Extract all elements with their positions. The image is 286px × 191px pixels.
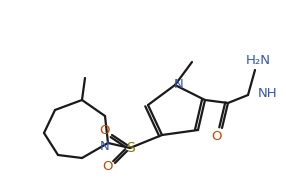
Text: O: O (102, 160, 112, 173)
Text: O: O (211, 129, 221, 142)
Text: NH: NH (258, 87, 278, 100)
Text: H₂N: H₂N (245, 53, 271, 66)
Text: S: S (126, 141, 134, 155)
Text: O: O (99, 125, 109, 138)
Text: N: N (100, 139, 110, 152)
Text: N: N (174, 78, 184, 91)
